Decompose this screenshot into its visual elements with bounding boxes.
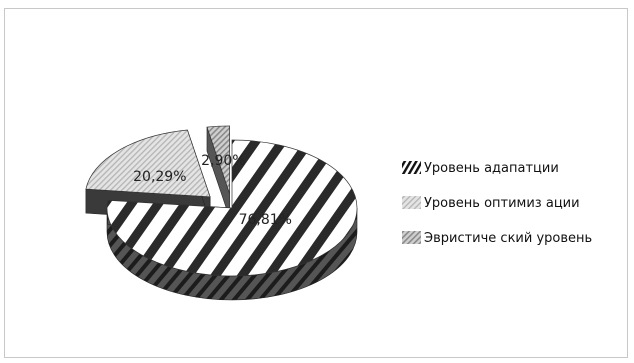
pie-slice-top-1 bbox=[106, 139, 358, 277]
pie-slice-top-2 bbox=[85, 129, 211, 198]
legend-swatch-3 bbox=[402, 231, 421, 244]
legend-swatch-2 bbox=[402, 196, 421, 209]
data-label-1: 76,81% bbox=[239, 212, 292, 228]
legend-label-2: Уровень оптимиз ации bbox=[424, 196, 580, 211]
legend-label-1: Уровень адапатции bbox=[424, 161, 559, 176]
legend: Уровень адапатции Уровень оптимиз ации Эвр… bbox=[402, 161, 592, 246]
legend-label-3: Эвристиче ский уровень bbox=[424, 231, 592, 246]
legend-swatch-1 bbox=[402, 161, 421, 174]
data-label-2: 20,29% bbox=[133, 169, 186, 185]
pie-slice-3 bbox=[206, 125, 230, 219]
pie-slice-top-3 bbox=[206, 125, 230, 195]
pie-slice-1 bbox=[106, 139, 358, 301]
data-label-3: 2,90% bbox=[201, 153, 245, 169]
